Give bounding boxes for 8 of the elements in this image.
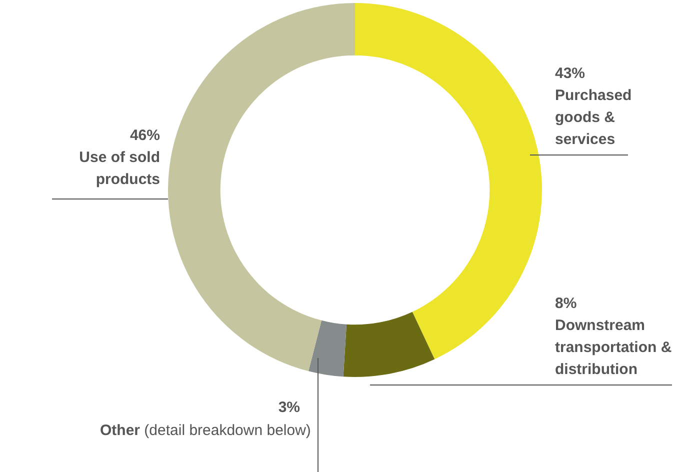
slice-label: Downstream transportation & distribution <box>555 317 672 378</box>
data-label: 46% <box>130 127 160 144</box>
data-label: 8% <box>555 295 577 312</box>
data-label: 43% <box>555 65 586 82</box>
slice-label: Purchased goods & services <box>555 87 632 148</box>
slice-label: Other (detail breakdown below) <box>100 422 311 439</box>
data-label: 3% <box>278 399 300 416</box>
slice-label: Use of sold products <box>79 149 160 188</box>
